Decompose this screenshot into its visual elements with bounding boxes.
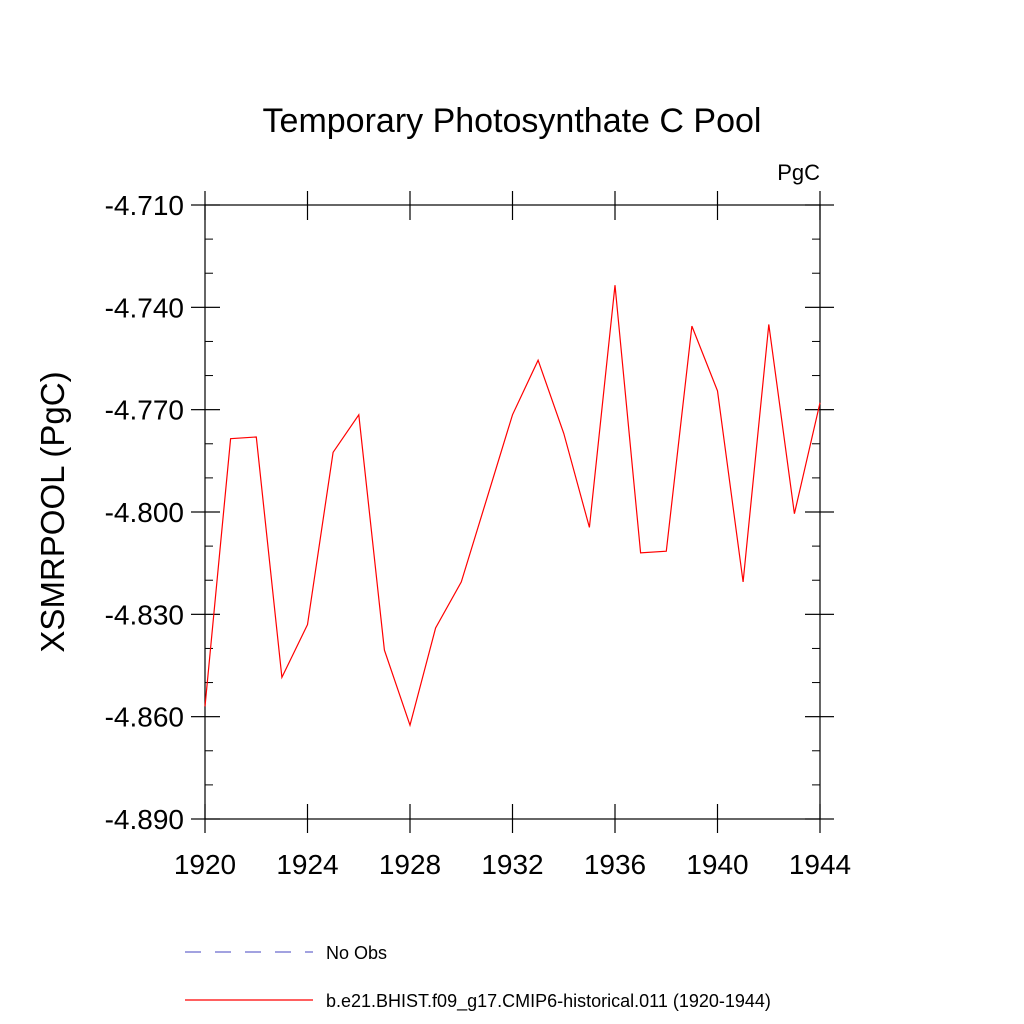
legend-label: No Obs [326,943,387,963]
series-line [204,285,821,728]
y-tick-label: -4.710 [105,190,184,221]
y-tick-label: -4.770 [105,395,184,426]
y-tick-label: -4.740 [105,292,184,323]
y-tick-label: -4.890 [105,804,184,835]
axes: 1920 1924 1928 1932 1936 1940 1944 -4.710 -4.740… [105,190,852,880]
x-tick-label: 1944 [789,849,851,880]
y-axis-label: XSMRPOOL (PgC) [34,371,71,652]
plot-frame [204,204,821,820]
units-label: PgC [777,160,820,185]
x-tick-label: 1932 [481,849,543,880]
x-tick-label: 1936 [584,849,646,880]
legend-label: b.e21.BHIST.f09_g17.CMIP6-historical.011… [326,991,771,1012]
y-tick-label: -4.830 [105,599,184,630]
x-tick-label: 1920 [174,849,236,880]
legend: No Obs b.e21.BHIST.f09_g17.CMIP6-historic… [185,943,771,1012]
x-tick-label: 1940 [686,849,748,880]
plot-series [204,285,821,728]
chart-title: Temporary Photosynthate C Pool [263,102,762,140]
x-tick-label: 1928 [379,849,441,880]
y-tick-label: -4.860 [105,702,184,733]
x-tick-label: 1924 [276,849,338,880]
y-tick-label: -4.800 [105,497,184,528]
